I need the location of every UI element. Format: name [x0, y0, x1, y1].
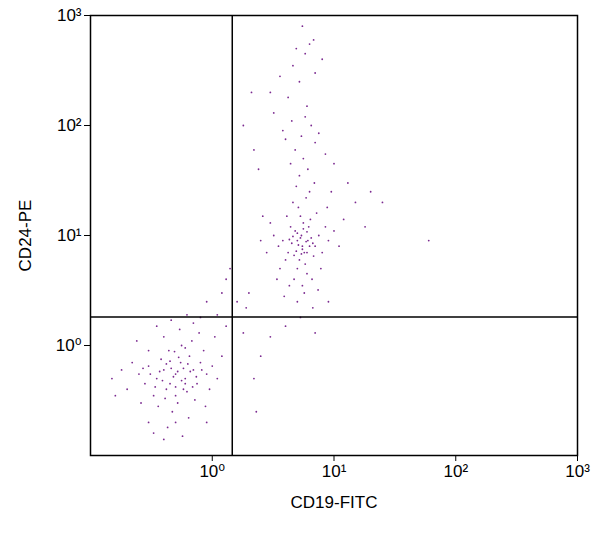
svg-text:10²: 10² [57, 116, 82, 135]
svg-text:10¹: 10¹ [322, 462, 347, 481]
svg-text:CD24-PE: CD24-PE [16, 200, 35, 272]
svg-text:10³: 10³ [57, 6, 82, 25]
svg-text:10⁰: 10⁰ [199, 462, 225, 481]
svg-text:10²: 10² [443, 462, 468, 481]
svg-text:CD19-FITC: CD19-FITC [291, 493, 378, 512]
svg-text:10⁰: 10⁰ [56, 336, 82, 355]
svg-text:10³: 10³ [565, 462, 590, 481]
svg-text:10¹: 10¹ [57, 226, 82, 245]
